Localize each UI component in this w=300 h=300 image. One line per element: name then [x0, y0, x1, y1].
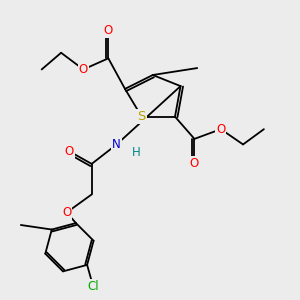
Text: O: O: [79, 63, 88, 76]
Text: N: N: [112, 138, 121, 151]
Text: H: H: [132, 146, 140, 159]
Text: O: O: [190, 158, 199, 170]
Text: O: O: [216, 123, 226, 136]
Text: Cl: Cl: [87, 280, 99, 292]
Text: O: O: [104, 24, 113, 37]
Text: S: S: [137, 110, 146, 123]
Text: O: O: [65, 145, 74, 158]
Text: O: O: [62, 206, 71, 219]
